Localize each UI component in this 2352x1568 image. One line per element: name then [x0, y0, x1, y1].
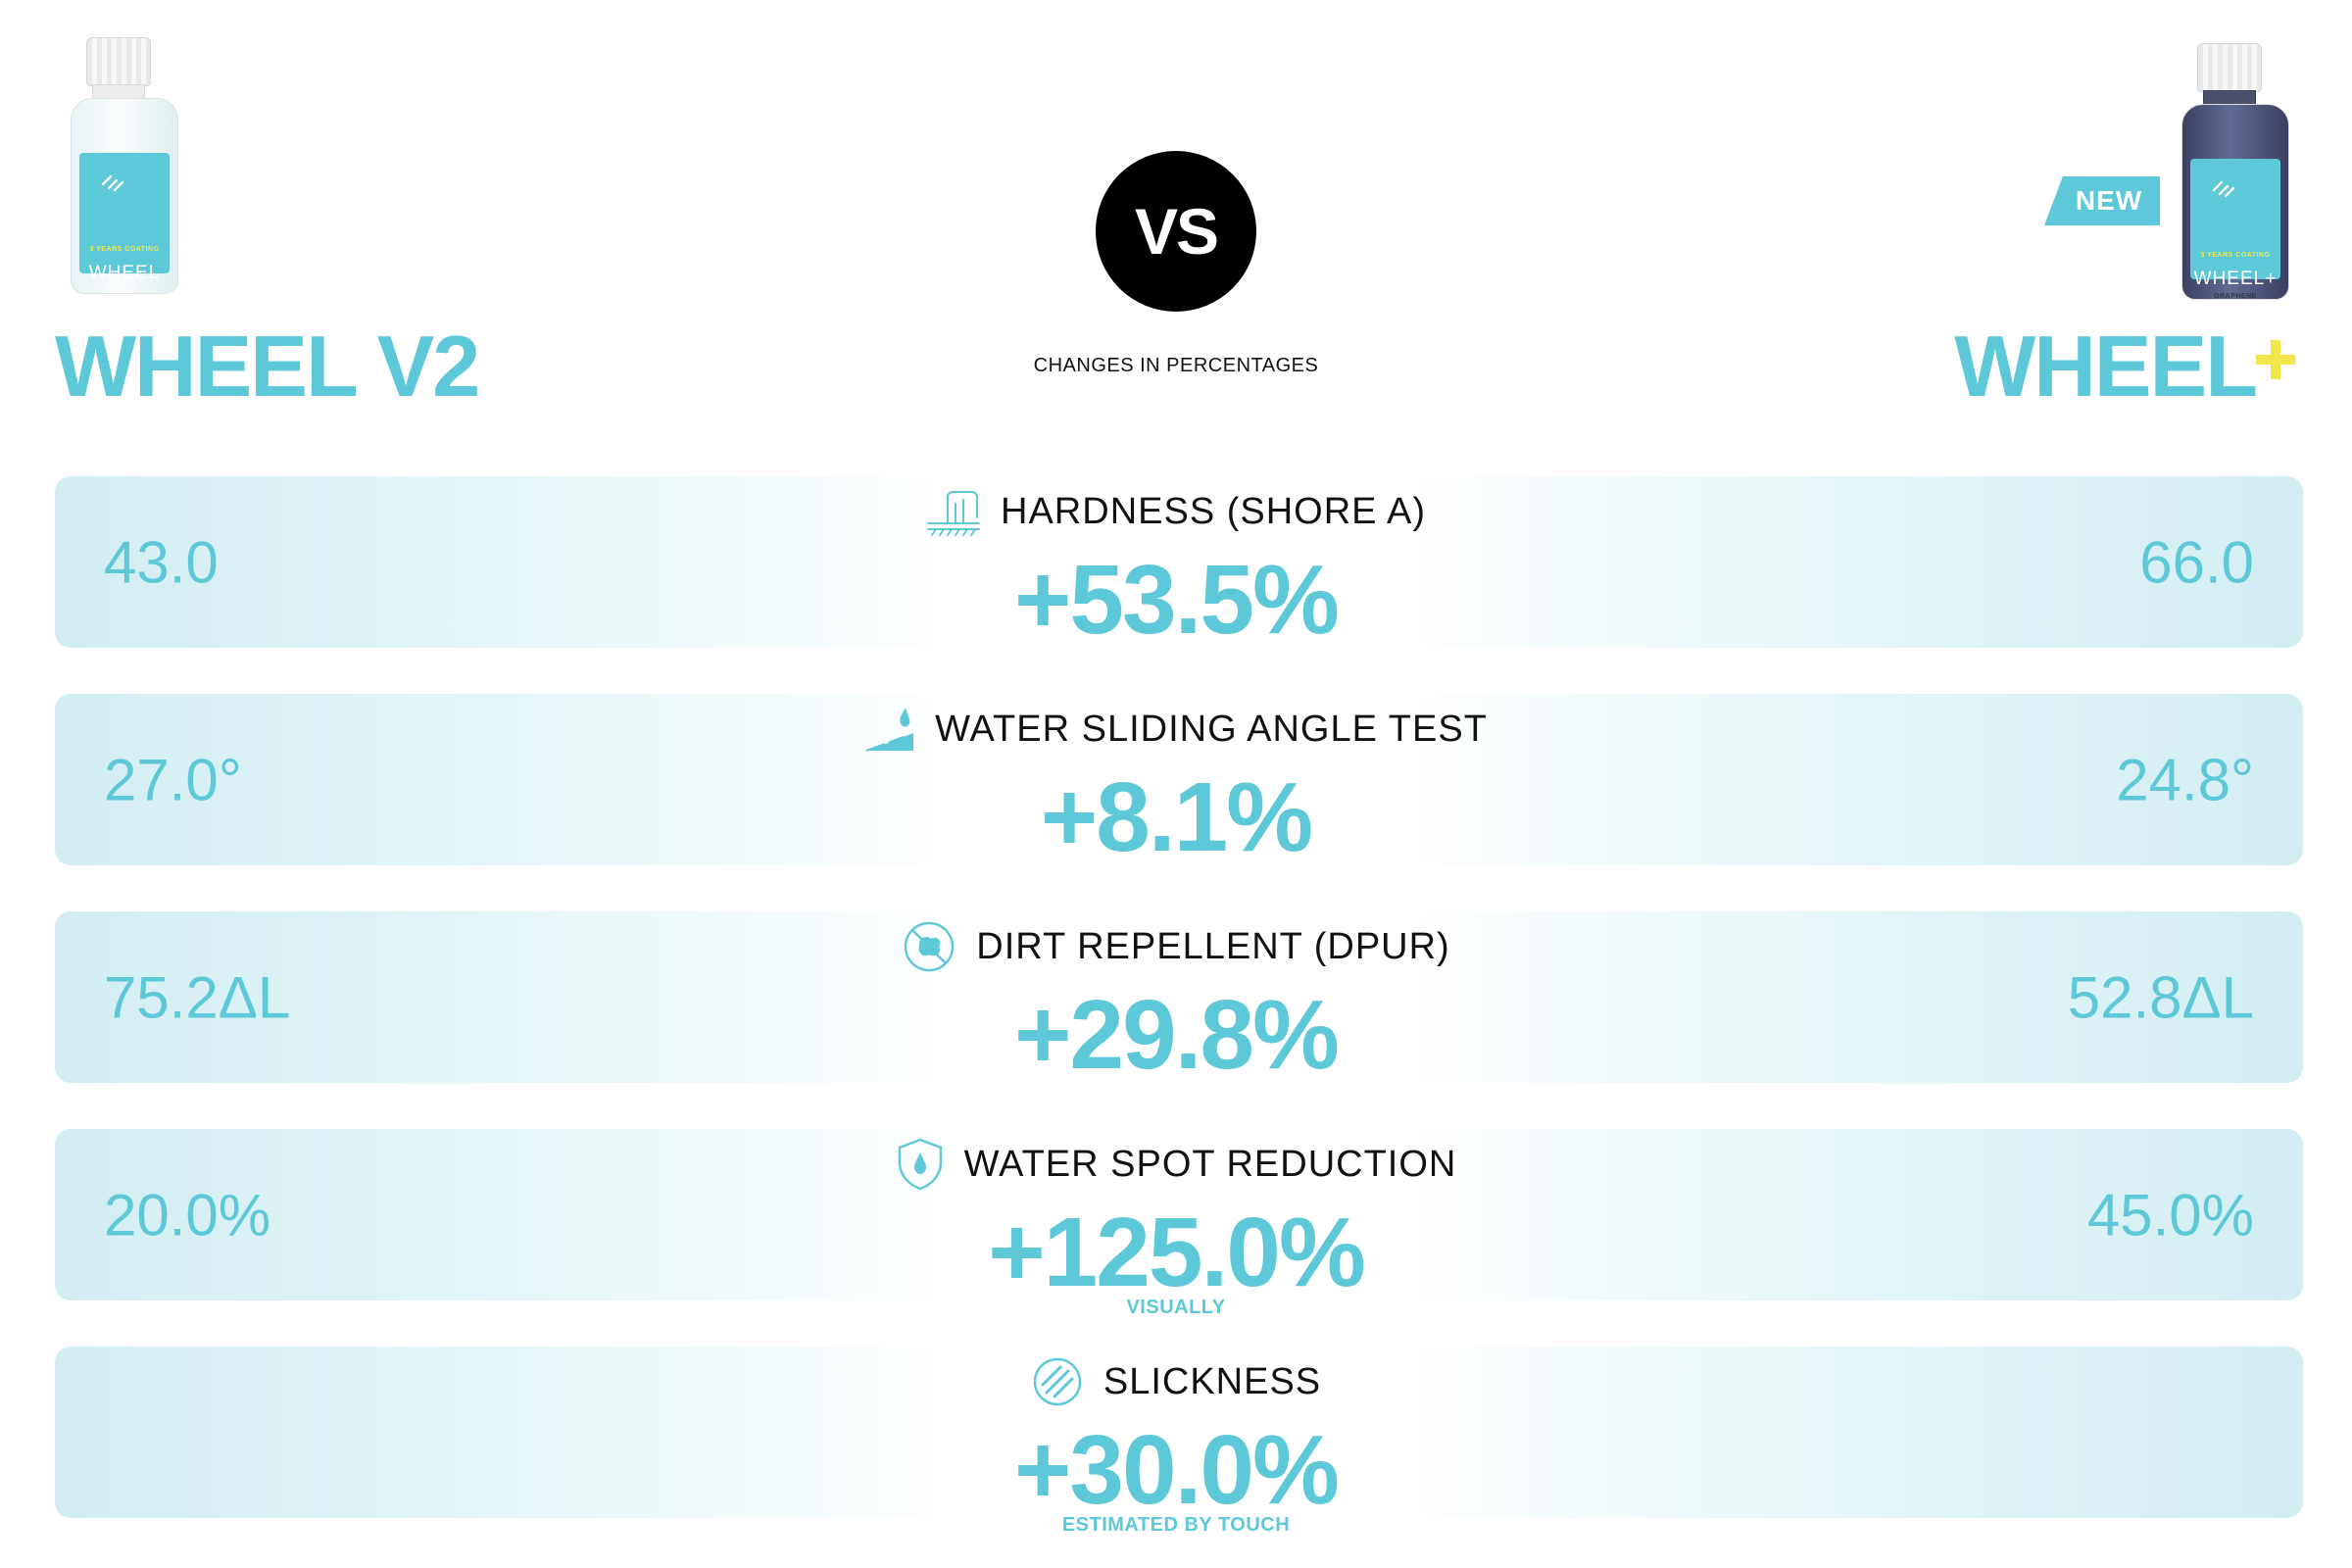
metric-water-spot-reduction: WATER SPOT REDUCTION +125.0% VISUALLY: [686, 1135, 1666, 1317]
metric-label: DIRT REPELLENT (DPUR): [976, 925, 1450, 967]
right-value: 66.0: [2139, 529, 2254, 595]
right-value: 24.8°: [2116, 747, 2254, 812]
product-name-right: WHEEL: [1954, 318, 2258, 415]
comparison-row: 27.0° 24.8°: [55, 694, 2303, 865]
metric-label: SLICKNESS: [1102, 1360, 1322, 1402]
right-value: 52.8ΔL: [2067, 964, 2254, 1030]
metric-label: WATER SPOT REDUCTION: [963, 1143, 1457, 1185]
metric-dirt-repellent: DIRT REPELLENT (DPUR) +29.8%: [686, 917, 1666, 1084]
comparison-row: 43.0 66.0: [55, 476, 2303, 648]
bottle-label: WHEEL: [88, 263, 161, 283]
caption: CHANGES IN PERCENTAGES: [1033, 355, 1319, 376]
metric-water-sliding-angle: WATER SLIDING ANGLE TEST +8.1%: [686, 700, 1666, 866]
left-value: 20.0%: [104, 1182, 271, 1248]
bottle-small-text: 3 YEARS COATING: [89, 246, 160, 253]
comparison-row: 75.2ΔL 52.8ΔL: [55, 911, 2303, 1083]
comparison-row: [55, 1347, 2303, 1518]
metric-change: +8.1%: [1040, 762, 1313, 872]
metric-note: ESTIMATED BY TOUCH: [1061, 1514, 1291, 1536]
left-value: 43.0: [104, 529, 219, 595]
slickness-icon: [1033, 1357, 1082, 1406]
new-badge: NEW: [2044, 176, 2160, 225]
plus-icon: [2256, 340, 2295, 379]
comparison-row: 20.0% 45.0%: [55, 1129, 2303, 1300]
metric-slickness: SLICKNESS +30.0% ESTIMATED BY TOUCH: [686, 1352, 1666, 1535]
metric-label: WATER SLIDING ANGLE TEST: [935, 708, 1488, 750]
metric-note: VISUALLY: [1126, 1297, 1226, 1318]
brand-logo-icon: [101, 174, 124, 192]
metric-label: HARDNESS (SHORE A): [1001, 490, 1426, 532]
no-dirt-icon: [905, 921, 955, 972]
metric-change: +30.0%: [1014, 1415, 1340, 1525]
bottle-sub-text: GRAPHENE: [2214, 293, 2257, 300]
vs-badge: VS: [1096, 151, 1256, 312]
metric-change: +29.8%: [1014, 980, 1340, 1090]
bottle-label: WHEEL+: [2193, 269, 2278, 289]
shield-drop-icon: [898, 1138, 942, 1191]
hardness-icon: [927, 491, 981, 536]
right-value: 45.0%: [2086, 1182, 2254, 1248]
metric-hardness: HARDNESS (SHORE A) +53.5%: [686, 482, 1666, 649]
left-value: 75.2ΔL: [104, 964, 291, 1030]
bottle-small-text: 3 YEARS COATING: [2200, 252, 2271, 259]
brand-logo-icon: [2212, 180, 2235, 198]
left-value: 27.0°: [104, 747, 242, 812]
water-drop-slope-icon: [865, 708, 914, 752]
product-name-left: WHEEL V2: [55, 318, 480, 415]
metric-change: +125.0%: [988, 1198, 1366, 1307]
metric-change: +53.5%: [1014, 545, 1340, 655]
